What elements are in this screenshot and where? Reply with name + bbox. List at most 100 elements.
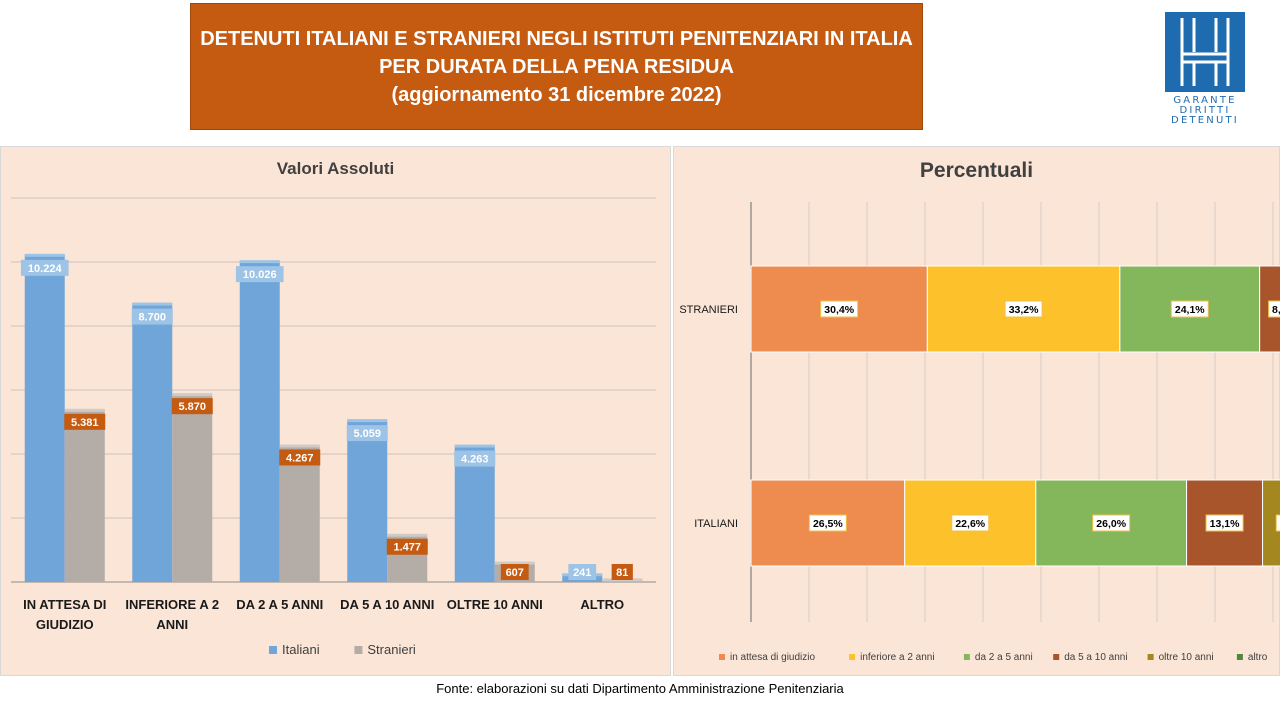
bar-italiani [347, 420, 388, 582]
logo-square [1165, 12, 1245, 92]
legend-swatch [719, 654, 725, 660]
data-label: 241 [573, 567, 591, 579]
logo-text-line-1: GARANTE [1173, 95, 1237, 106]
data-label-bg [1205, 514, 1244, 532]
bar-italiani [132, 303, 173, 582]
legend-label: oltre 10 anni [1159, 652, 1214, 663]
category-label: INFERIORE A 2 [125, 597, 219, 612]
data-label-bg [1170, 300, 1209, 318]
absolute-values-panel: Valori Assoluti 10.224 5.381 IN ATTESA DI G… [0, 146, 671, 676]
percentages-panel: Percentuali STRANIERI 30,4% 33,2% 24,1% 8,4%… [673, 146, 1280, 676]
data-label: 10.026 [243, 269, 277, 281]
data-label-bg [1004, 300, 1043, 318]
bar-cap [454, 444, 495, 448]
legend-swatch [269, 646, 277, 654]
garante-logo [1165, 12, 1245, 92]
data-label-bg [1275, 514, 1280, 532]
bar-segment [1262, 479, 1280, 567]
data-label: 10.224 [28, 263, 63, 275]
bar-cap [24, 253, 65, 257]
bar-cap [387, 533, 428, 537]
data-label-bg [131, 308, 173, 325]
category-label: DA 5 A 10 ANNI [340, 597, 434, 612]
data-label: 8,4% [1272, 304, 1280, 316]
data-label-bg [820, 300, 859, 318]
data-label: 1.477 [393, 542, 421, 554]
logo-text: GARANTE DIRITTI DETENUTI [1160, 96, 1250, 126]
logo-text-line-2: DIRITTI [1179, 105, 1231, 116]
bar-cap [279, 444, 320, 448]
bar-stranieri [172, 394, 213, 582]
category-label: STRANIERI [679, 304, 738, 316]
data-label-bg [500, 564, 529, 580]
data-label-bg [171, 398, 213, 415]
data-label: 5.381 [71, 417, 99, 429]
legend-swatch [1236, 654, 1243, 660]
category-label: ANNI [156, 617, 188, 632]
legend-label: Stranieri [367, 642, 416, 657]
bar-segment [904, 479, 1037, 567]
legend-swatch [1147, 654, 1154, 660]
data-label: 26,5% [813, 518, 843, 530]
absolute-values-chart: 10.224 5.381 IN ATTESA DI GIUDIZIO 8.700 5.87… [11, 197, 656, 657]
logo-mark-icon [1180, 18, 1230, 86]
bar-cap [64, 408, 105, 412]
data-label-bg [951, 514, 990, 532]
data-label-bg [235, 266, 284, 283]
legend-label: Italiani [282, 642, 320, 657]
legend-label: inferiore a 2 anni [860, 652, 935, 663]
absolute-values-title: Valori Assoluti [276, 159, 395, 178]
data-label: 4.267 [286, 452, 314, 464]
data-label: 4.263 [461, 454, 489, 466]
bar-stranieri [64, 409, 105, 582]
category-label: ALTRO [580, 597, 624, 612]
bar-cap [347, 419, 388, 423]
legend-label: da 5 a 10 anni [1064, 652, 1127, 663]
logo-text-line-3: DETENUTI [1171, 115, 1239, 126]
data-label: 81 [616, 567, 628, 579]
bar-italiani [239, 261, 280, 582]
title-line-1: DETENUTI ITALIANI E STRANIERI NEGLI ISTI… [200, 27, 913, 50]
data-label-bg [64, 413, 106, 430]
bar-stranieri [279, 445, 320, 582]
data-label-bg [1268, 300, 1280, 318]
data-label: 13,1% [1210, 518, 1240, 530]
legend-label: da 2 a 5 anni [975, 652, 1033, 663]
data-label-bg [279, 449, 321, 466]
title-line-2: PER DURATA DELLA PENA RESIDUA [379, 55, 734, 78]
legend-swatch [1053, 654, 1060, 660]
category-label: DA 2 A 5 ANNI [236, 597, 323, 612]
data-label: 8.700 [138, 312, 166, 324]
data-label-bg [1092, 514, 1131, 532]
category-label: ITALIANI [694, 518, 738, 530]
data-label-bg [611, 564, 633, 580]
data-label: 30,4% [824, 304, 854, 316]
data-label-bg [386, 538, 428, 555]
bar-cap [494, 561, 535, 565]
data-label: 26,0% [1096, 518, 1126, 530]
category-label: OLTRE 10 ANNI [447, 597, 543, 612]
legend-swatch [354, 646, 363, 654]
legend-swatch [849, 654, 856, 660]
bar-cap [172, 393, 213, 397]
bar-italiani [24, 254, 65, 582]
data-label: 24,1% [1175, 304, 1205, 316]
data-label: 22,6% [955, 518, 985, 530]
data-label: 33,2% [1009, 304, 1039, 316]
data-label-bg [454, 450, 496, 467]
bar-cap [132, 302, 173, 306]
category-label: GIUDIZIO [36, 617, 94, 632]
data-label-bg [346, 425, 388, 442]
bar-italiani [454, 445, 495, 582]
data-label: 607 [506, 567, 524, 579]
legend-swatch [963, 654, 970, 660]
data-label-bg [20, 259, 69, 276]
data-label-bg [808, 514, 847, 532]
bar-cap [239, 260, 280, 264]
legend-label: altro [1248, 652, 1268, 663]
data-label: 5.059 [353, 428, 381, 440]
category-label: IN ATTESA DI [23, 597, 106, 612]
source-note: Fonte: elaborazioni su dati Dipartimento… [436, 681, 844, 696]
percentages-chart: STRANIERI30,4%33,2%24,1%8,4%3,4%0,5%ITAL… [679, 202, 1280, 663]
percentages-title: Percentuali [919, 159, 1034, 182]
